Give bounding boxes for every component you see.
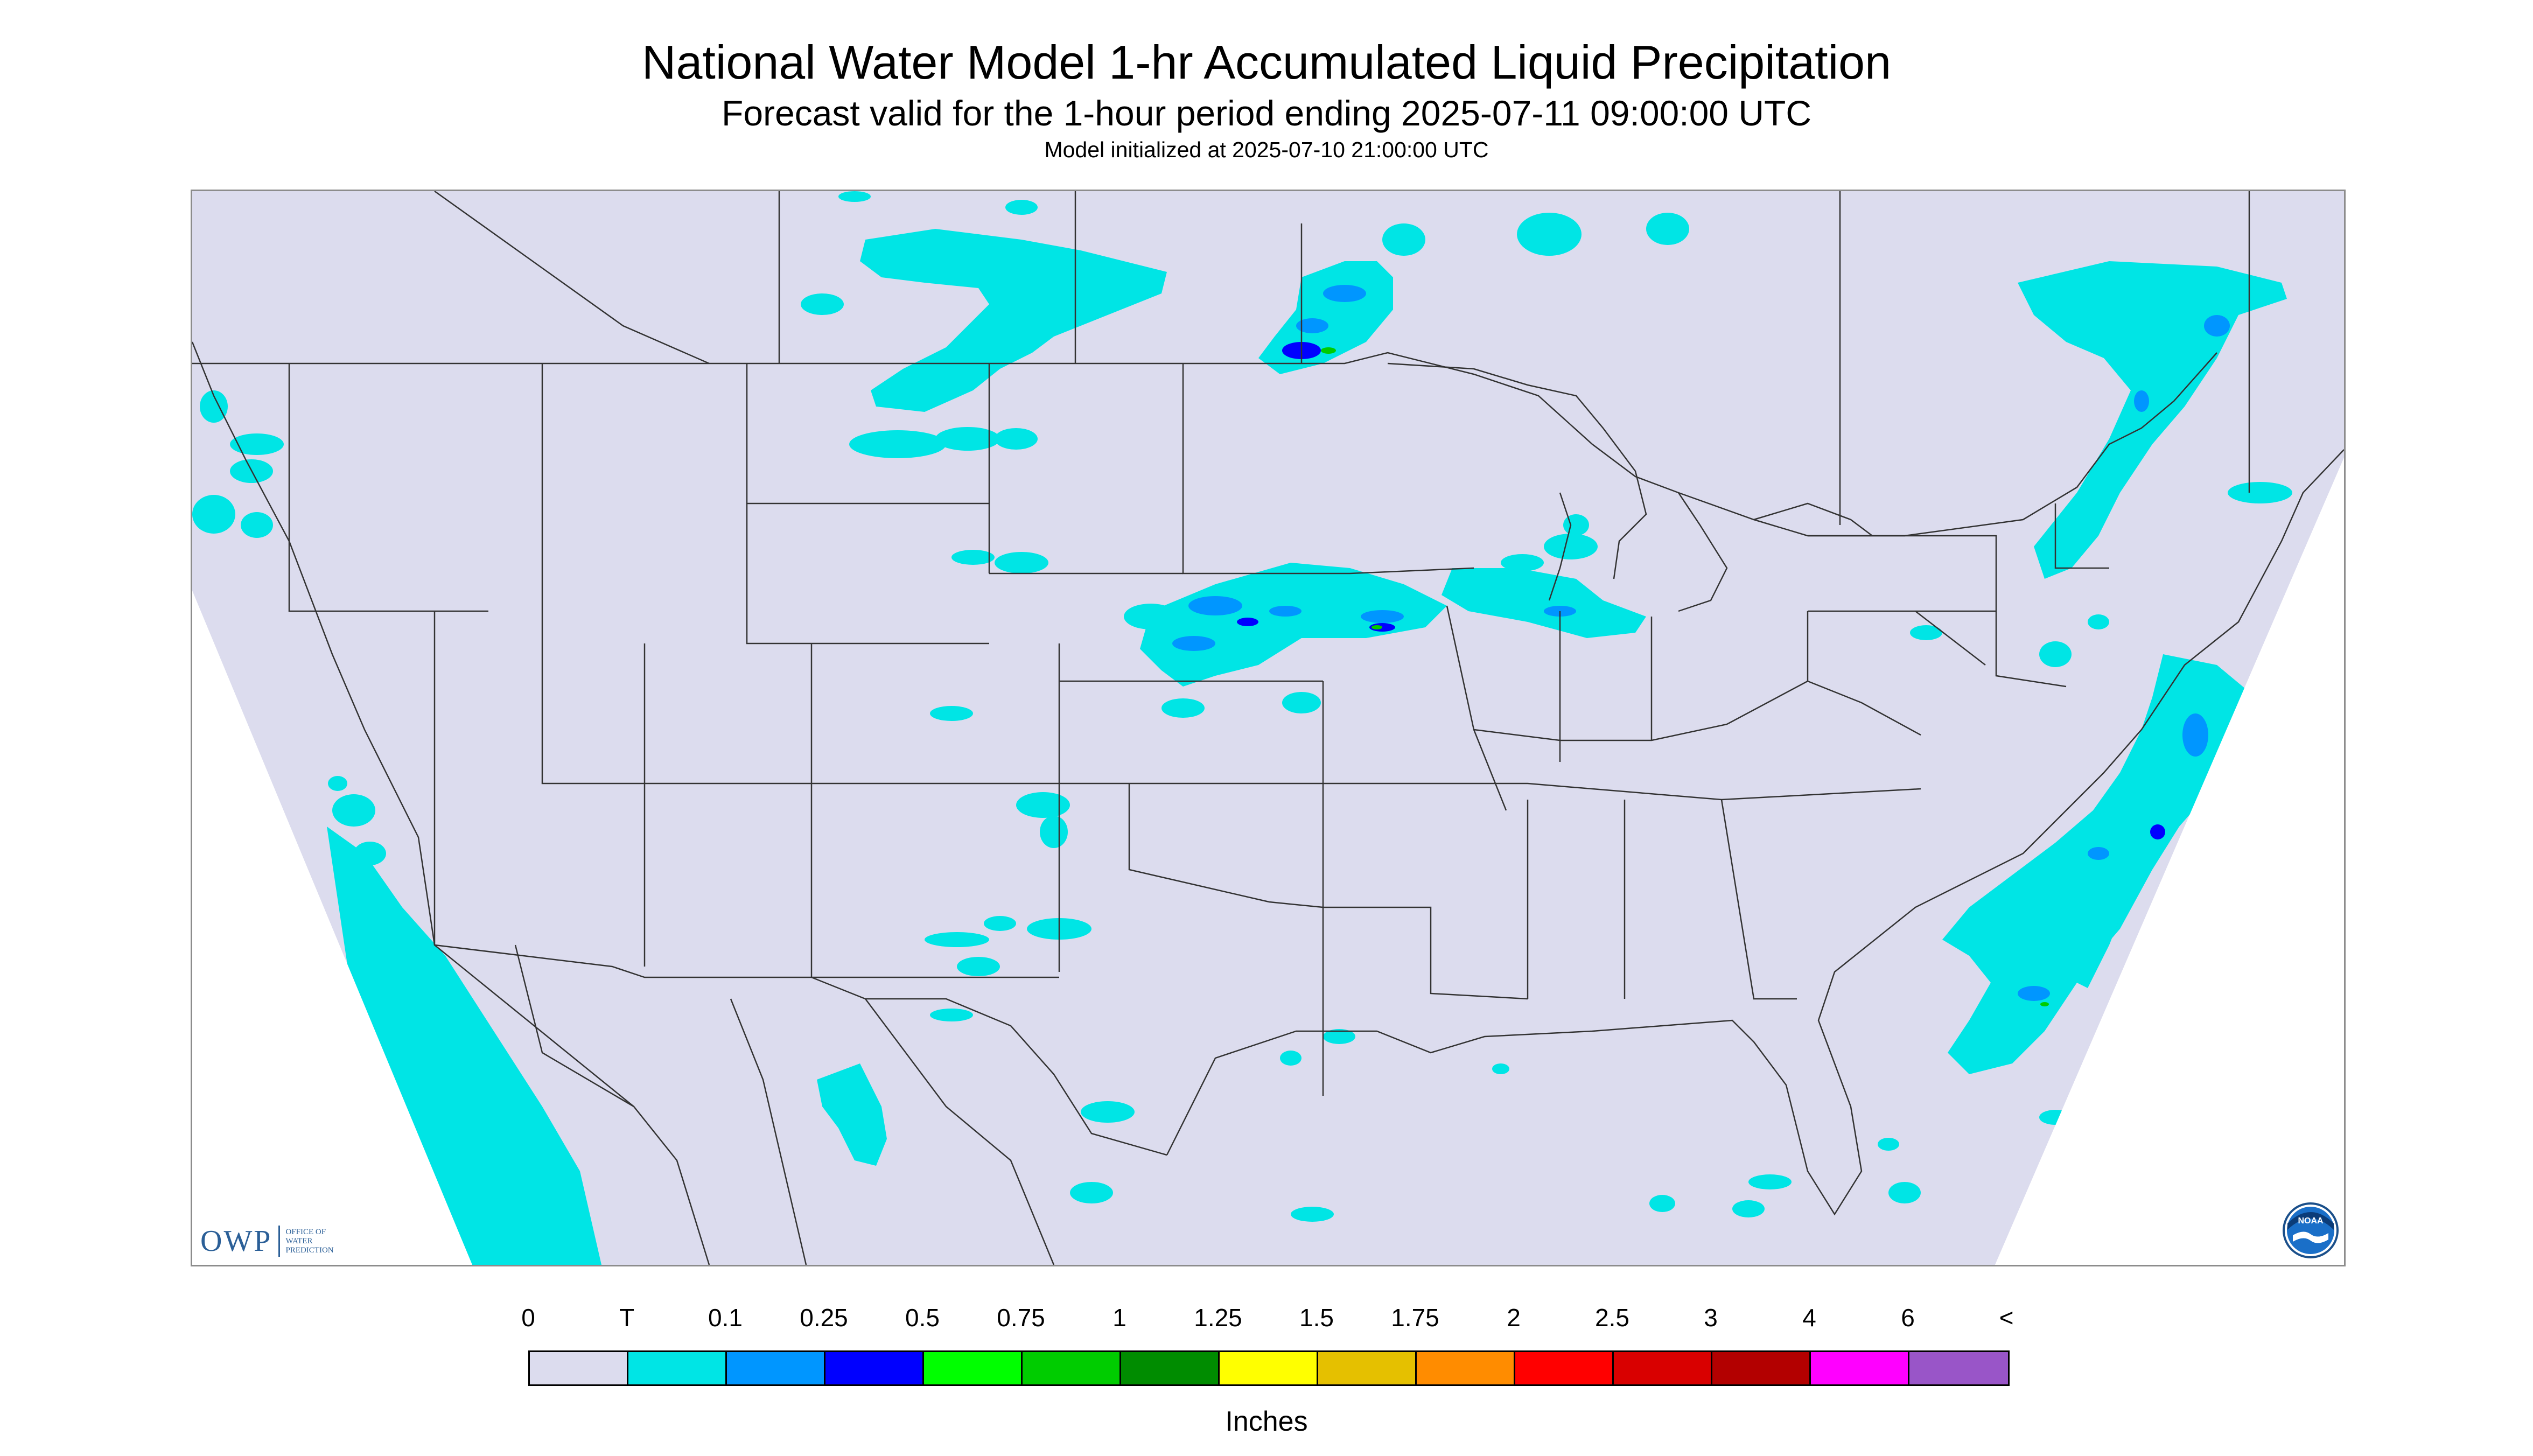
- precipitation-trace-areas: [192, 191, 2292, 1265]
- precipitation-heavy-areas: [1321, 347, 2049, 1006]
- legend-swatch: [1909, 1352, 2008, 1384]
- legend-swatch: [1811, 1352, 1909, 1384]
- legend-swatch: [1515, 1352, 1614, 1384]
- legend-swatch: [1220, 1352, 1318, 1384]
- legend-tick-label: <: [1999, 1304, 2014, 1332]
- owp-logo-subtext: OFFICE OF WATER PREDICTION: [285, 1228, 361, 1255]
- legend-swatch: [825, 1352, 924, 1384]
- legend-swatch: [727, 1352, 825, 1384]
- model-init-line: Model initialized at 2025-07-10 21:00:00…: [1044, 137, 1489, 162]
- legend-tick-label: 1.75: [1391, 1304, 1439, 1332]
- noaa-seal-text: NOAA: [2298, 1216, 2324, 1226]
- owp-subtext-line: PREDICTION: [285, 1245, 334, 1255]
- owp-subtext-line: WATER: [285, 1236, 313, 1245]
- legend-tick-label: 6: [1901, 1304, 1915, 1332]
- legend-swatch: [530, 1352, 628, 1384]
- legend-tick-label: 2.5: [1595, 1304, 1629, 1332]
- precipitation-light-areas: [1172, 285, 2230, 1001]
- out-of-domain-left: [192, 591, 472, 1265]
- legend-tick-label: 0.5: [905, 1304, 940, 1332]
- political-boundaries: [192, 191, 2344, 1265]
- legend-tick-label: 4: [1802, 1304, 1816, 1332]
- legend-tick-label: 1.5: [1299, 1304, 1334, 1332]
- out-of-domain-right: [1995, 458, 2344, 1265]
- legend-swatch: [924, 1352, 1023, 1384]
- legend-tick-label: 1.25: [1194, 1304, 1242, 1332]
- legend-tick-label: 0.25: [800, 1304, 848, 1332]
- legend-tick-label: T: [619, 1304, 635, 1332]
- legend-tick-label: 0: [521, 1304, 535, 1332]
- legend-swatch: [1712, 1352, 1811, 1384]
- noaa-seal-icon: NOAA: [2282, 1202, 2339, 1259]
- legend-swatch: [1614, 1352, 1712, 1384]
- precipitation-map: [191, 190, 2346, 1266]
- legend-tick-label: 0.1: [708, 1304, 743, 1332]
- owp-subtext-line: OFFICE OF: [285, 1227, 326, 1236]
- legend-swatch: [1417, 1352, 1515, 1384]
- map-title: National Water Model 1-hr Accumulated Li…: [641, 36, 1892, 89]
- legend-swatch: [1121, 1352, 1220, 1384]
- legend-tick-label: 1: [1112, 1304, 1126, 1332]
- owp-logo-text: OWP: [200, 1224, 272, 1258]
- legend-tick-label: 2: [1507, 1304, 1521, 1332]
- legend-color-bar: [528, 1350, 2010, 1386]
- legend-swatch: [628, 1352, 727, 1384]
- legend-tick-label: 3: [1704, 1304, 1718, 1332]
- legend-swatch: [1318, 1352, 1417, 1384]
- legend-tick-label: 0.75: [997, 1304, 1045, 1332]
- model-domain: [192, 191, 2344, 1265]
- owp-logo-divider: [278, 1226, 281, 1257]
- owp-logo: OWP OFFICE OF WATER PREDICTION: [200, 1222, 361, 1260]
- legend-swatch: [1023, 1352, 1121, 1384]
- legend-units-label: Inches: [1225, 1406, 1308, 1437]
- map-subtitle: Forecast valid for the 1-hour period end…: [722, 93, 1811, 133]
